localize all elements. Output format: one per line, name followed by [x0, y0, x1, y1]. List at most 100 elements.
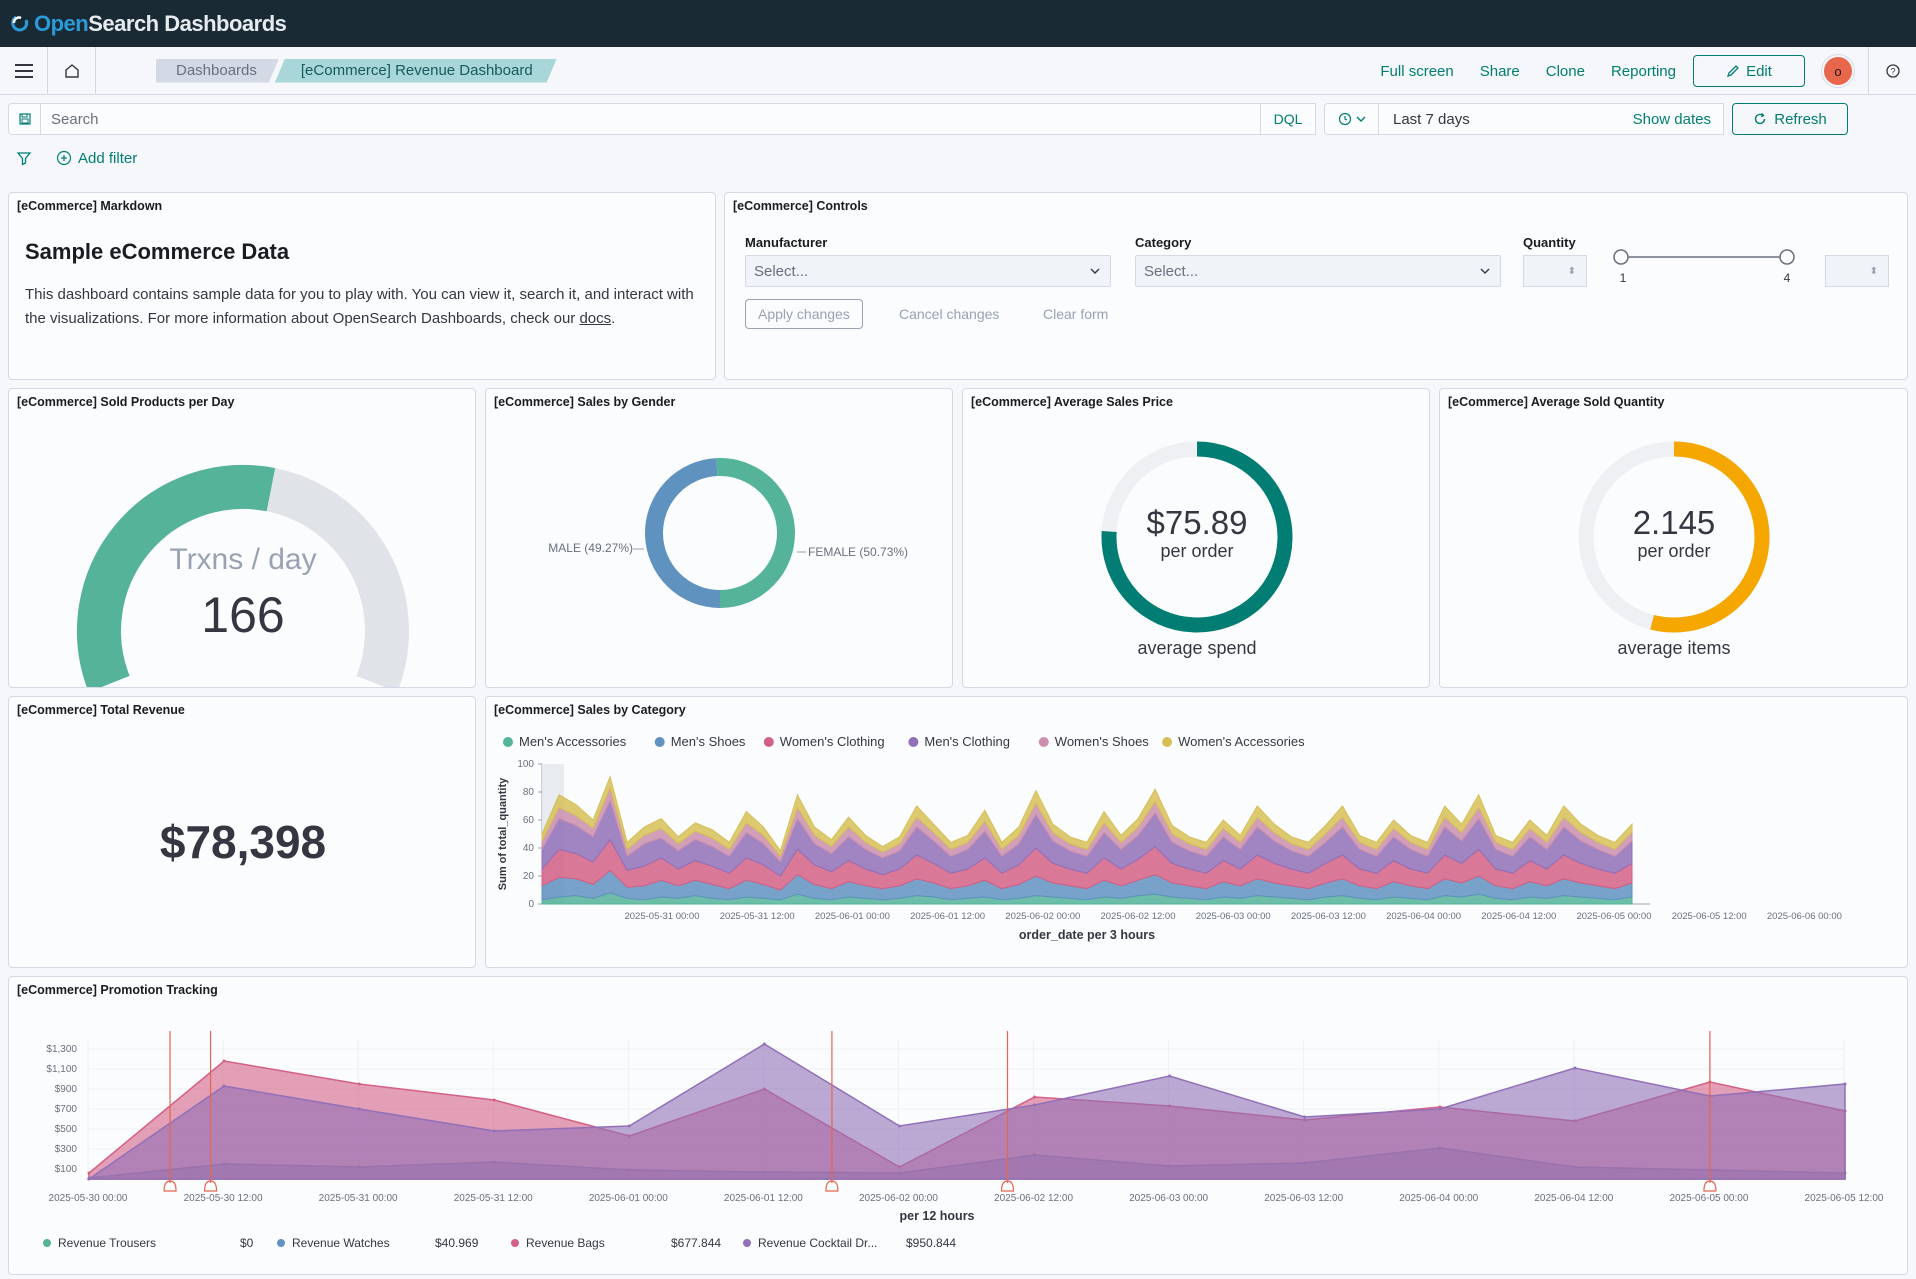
- add-filter-label: Add filter: [78, 149, 138, 167]
- avatar[interactable]: o: [1822, 55, 1854, 87]
- x-tick-label: 2025-06-01 12:00: [724, 1193, 803, 1204]
- brand-rest[interactable]: Search Dashboards: [88, 10, 287, 36]
- x-tick-label: 2025-06-04 00:00: [1386, 911, 1461, 922]
- opensearch-logo-icon[interactable]: [10, 14, 30, 34]
- y-tick-label: 40: [523, 843, 535, 854]
- slider-max-label: 4: [1784, 271, 1791, 285]
- show-dates-link[interactable]: Show dates: [1632, 110, 1711, 128]
- legend-item: Men's Shoes: [671, 734, 746, 749]
- brand-open[interactable]: Open: [34, 10, 89, 36]
- top-header: Open Search Dashboards: [0, 0, 1916, 47]
- x-tick-label: 2025-06-02 00:00: [859, 1193, 938, 1204]
- x-tick-label: 2025-06-03 12:00: [1291, 911, 1366, 922]
- date-range-picker[interactable]: Last 7 days Show dates: [1378, 103, 1724, 135]
- promotion-chart[interactable]: $100 $300 $500 $700 $900 $1,100 $1,300 2025-05-…: [9, 977, 1908, 1275]
- pencil-icon: [1727, 65, 1739, 78]
- clock-icon: [1338, 112, 1351, 126]
- male-slice-label: MALE (49.27%): [548, 541, 633, 555]
- legend-item: Men's Clothing: [924, 734, 1010, 749]
- legend-item: Revenue Trousers: [58, 1236, 156, 1250]
- breadcrumb-current: [eCommerce] Revenue Dashboard: [275, 59, 557, 83]
- annotation-bell-icon: [1000, 1180, 1015, 1192]
- clear-form-button[interactable]: Clear form: [1043, 306, 1109, 322]
- menu-button[interactable]: [0, 46, 48, 95]
- markdown-panel: [eCommerce] Markdown Sample eCommerce Da…: [8, 192, 716, 380]
- filter-icon[interactable]: [16, 150, 32, 166]
- x-tick-label: 2025-06-05 00:00: [1576, 911, 1651, 922]
- donut-slice-male: [645, 458, 721, 608]
- help-button[interactable]: ?: [1868, 47, 1916, 95]
- price-caption: average spend: [1137, 638, 1256, 658]
- full-screen-link[interactable]: Full screen: [1380, 62, 1454, 80]
- x-tick-label: 2025-06-01 12:00: [910, 911, 985, 922]
- sales-category-chart[interactable]: Men's Accessories Men's Shoes Women's Clot…: [486, 697, 1908, 968]
- markdown-heading: Sample eCommerce Data: [25, 239, 290, 264]
- data-point: [1033, 1095, 1037, 1099]
- home-button[interactable]: [48, 46, 96, 95]
- annotation-bell-icon: [1703, 1180, 1717, 1192]
- gauge-label: Trxns / day: [169, 543, 316, 576]
- legend-item: Women's Clothing: [780, 734, 885, 749]
- query-language-button[interactable]: DQL: [1260, 103, 1316, 135]
- slider-max-handle: [1779, 249, 1795, 265]
- share-link[interactable]: Share: [1479, 62, 1520, 80]
- date-range-label: Last 7 days: [1393, 110, 1470, 128]
- legend-swatch: [277, 1239, 285, 1247]
- breadcrumb-dashboards[interactable]: Dashboards: [156, 59, 279, 83]
- clone-link[interactable]: Clone: [1545, 62, 1585, 80]
- avg-qty-panel: [eCommerce] Average Sold Quantity 2.145 …: [1439, 388, 1908, 688]
- docs-link[interactable]: docs: [579, 310, 612, 327]
- total-revenue-panel: [eCommerce] Total Revenue $78,398: [8, 696, 476, 968]
- category-select[interactable]: Select...: [1135, 255, 1501, 287]
- x-tick-label: 2025-06-04 12:00: [1534, 1193, 1613, 1204]
- legend-value: $950.844: [906, 1236, 956, 1250]
- save-icon: [18, 113, 31, 125]
- cancel-changes-button[interactable]: Cancel changes: [899, 306, 1000, 322]
- legend-swatch: [511, 1239, 519, 1247]
- slider-min-handle: [1613, 249, 1629, 265]
- x-axis-title: order_date per 3 hours: [1019, 928, 1155, 942]
- ring-fill: [1101, 441, 1293, 633]
- qty-caption: average items: [1617, 638, 1730, 658]
- panel-title: [eCommerce] Total Revenue: [17, 703, 185, 717]
- data-point: [492, 1098, 496, 1102]
- legend-item: Women's Accessories: [1178, 734, 1305, 749]
- total-revenue-value: $78,398: [159, 816, 327, 868]
- chevron-down-icon: [1356, 116, 1365, 122]
- manufacturer-select-value: Select...: [754, 262, 809, 280]
- sold-per-day-panel: [eCommerce] Sold Products per Day Trxns …: [8, 388, 476, 688]
- svg-text:?: ?: [1890, 67, 1895, 77]
- quantity-min-stepper[interactable]: ⬍: [1523, 255, 1587, 287]
- add-filter-button[interactable]: Add filter: [56, 150, 137, 167]
- data-point: [897, 1124, 901, 1128]
- data-point: [627, 1124, 631, 1128]
- quantity-max-stepper[interactable]: ⬍: [1825, 255, 1889, 287]
- saved-query-button[interactable]: [8, 103, 40, 135]
- refresh-button[interactable]: Refresh: [1732, 103, 1848, 135]
- x-tick-label: 2025-05-31 12:00: [454, 1193, 533, 1204]
- qty-value: 2.145: [1633, 504, 1716, 541]
- donut-chart[interactable]: MALE (49.27%) FEMALE (50.73%): [486, 389, 953, 688]
- search-input[interactable]: Search: [40, 103, 1260, 135]
- filter-bar: Add filter: [8, 146, 137, 170]
- data-point: [1438, 1107, 1442, 1111]
- area-series: [541, 774, 1633, 858]
- legend-swatch: [654, 737, 665, 747]
- apply-changes-button[interactable]: Apply changes: [745, 299, 863, 329]
- x-tick-label: 2025-06-01 00:00: [589, 1193, 668, 1204]
- y-tick-label: 20: [523, 871, 535, 882]
- quick-date-menu[interactable]: [1324, 103, 1378, 135]
- y-tick-label: $100: [55, 1164, 78, 1175]
- legend-swatch: [763, 737, 774, 747]
- manufacturer-label: Manufacturer: [745, 235, 828, 250]
- edit-button[interactable]: Edit: [1693, 55, 1805, 87]
- panel-title: [eCommerce] Promotion Tracking: [17, 983, 218, 997]
- manufacturer-select[interactable]: Select...: [745, 255, 1111, 287]
- data-point: [1843, 1082, 1847, 1086]
- panel-title: [eCommerce] Sales by Gender: [494, 395, 676, 409]
- data-point: [87, 1171, 91, 1175]
- reporting-link[interactable]: Reporting: [1610, 62, 1676, 80]
- legend-value: $677.844: [671, 1236, 721, 1250]
- quantity-range-slider[interactable]: 1 4: [1605, 249, 1805, 289]
- panel-title: [eCommerce] Average Sales Price: [971, 395, 1173, 409]
